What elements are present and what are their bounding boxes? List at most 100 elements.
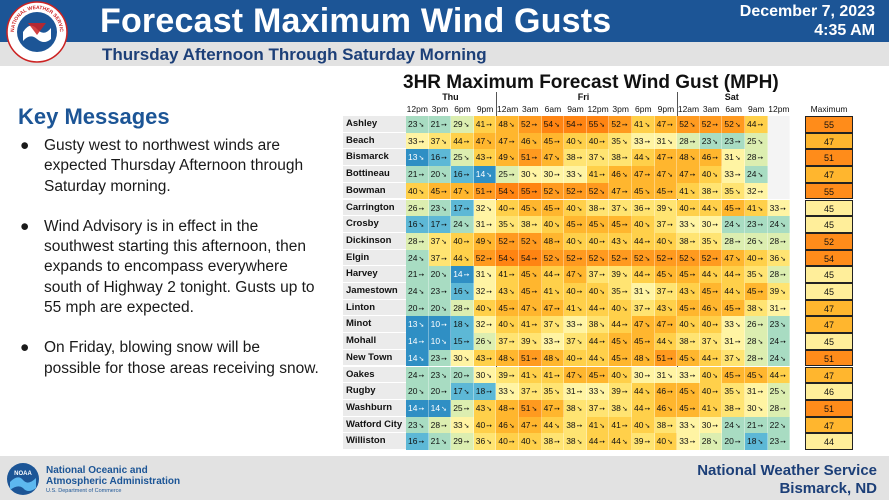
- maximum-cell: 47: [805, 416, 853, 434]
- key-message-item: ● Gusty west to northwest winds are expec…: [20, 136, 320, 197]
- gust-value: 51: [656, 352, 667, 363]
- bullet-icon: ●: [20, 217, 30, 235]
- gust-value: 48: [543, 352, 554, 363]
- gust-value: 44: [588, 352, 599, 363]
- key-messages-title: Key Messages: [18, 104, 170, 129]
- station-name: Bottineau: [343, 166, 406, 183]
- gust-value: 31: [475, 219, 486, 230]
- gust-value: 44: [747, 119, 757, 129]
- wind-direction-icon: ➙: [689, 272, 696, 280]
- gust-value: 40: [475, 419, 486, 430]
- wind-direction-icon: ➘: [757, 238, 764, 246]
- wind-direction-icon: ➙: [463, 439, 470, 447]
- wind-direction-icon: ➘: [418, 155, 425, 163]
- gust-value: 43: [475, 152, 486, 163]
- wind-direction-icon: ➙: [757, 222, 764, 230]
- wind-direction-icon: ➙: [734, 372, 741, 380]
- gust-value: 41: [634, 119, 644, 129]
- wind-direction-icon: ➘: [780, 289, 786, 296]
- gust-cell: 40➘: [564, 199, 587, 217]
- time-label: 6pm: [454, 104, 471, 114]
- gust-value: 20: [430, 269, 441, 280]
- gust-value: 30: [634, 369, 644, 380]
- maximum-cell: 51: [805, 399, 853, 417]
- gust-value: 17: [430, 219, 441, 230]
- gust-value: 30: [747, 402, 757, 413]
- gust-value: 40: [588, 135, 599, 146]
- wind-direction-icon: ➘: [621, 272, 628, 280]
- wind-direction-icon: ➙: [599, 172, 606, 180]
- wind-direction-icon: ➘: [780, 222, 786, 230]
- gust-value: 23: [430, 369, 441, 380]
- time-label: 12pm: [768, 104, 790, 114]
- gust-cell: 13➘: [406, 149, 429, 167]
- wind-direction-icon: ➙: [508, 405, 515, 413]
- gust-cell: 47➙: [654, 149, 678, 167]
- wind-direction-icon: ➘: [486, 138, 493, 146]
- wind-direction-icon: ➙: [599, 339, 606, 347]
- gust-value: 31: [475, 269, 486, 280]
- gust-cell: 33➙: [722, 166, 745, 183]
- wind-direction-icon: ➘: [554, 255, 560, 263]
- gust-value: 44: [588, 302, 599, 313]
- gust-cell: 44➙: [632, 399, 655, 417]
- wind-direction-icon: ➙: [441, 188, 447, 196]
- gust-cell: 41➙: [519, 316, 542, 334]
- gust-value: 52: [588, 252, 599, 263]
- gust-value: 45: [679, 386, 689, 397]
- wind-direction-icon: ➙: [734, 305, 741, 313]
- gust-value: 47: [656, 169, 667, 180]
- gust-cell: 43➙: [473, 149, 497, 167]
- wind-direction-icon: ➘: [463, 389, 470, 397]
- gust-value: 54: [498, 252, 508, 263]
- gust-value: 40: [588, 286, 599, 296]
- gust-value: 46: [611, 169, 621, 180]
- gust-cell: 23➙: [767, 433, 791, 450]
- wind-direction-icon: ➙: [712, 222, 719, 230]
- gust-value: 10: [430, 336, 441, 347]
- gust-cell: 18➙: [473, 383, 497, 400]
- gust-cell: 33➙: [677, 433, 700, 450]
- gust-value: 44: [588, 436, 599, 447]
- time-label: 6am: [544, 104, 562, 114]
- maximum-cell: 44: [805, 433, 853, 450]
- wind-direction-icon: ➘: [599, 155, 606, 163]
- gust-value: 26: [747, 235, 757, 246]
- wind-direction-icon: ➘: [757, 138, 764, 146]
- gust-value: 45: [634, 185, 644, 196]
- gust-cell: 51➘: [519, 399, 542, 417]
- gust-cell: 45➘: [519, 199, 542, 217]
- gust-value: 48: [634, 352, 644, 363]
- gust-cell: 30➘: [745, 399, 768, 417]
- gust-cell: 38➘: [745, 299, 768, 317]
- gust-value: 35: [498, 219, 508, 230]
- wind-direction-icon: ➙: [667, 255, 673, 263]
- bullet-icon: ●: [20, 137, 30, 154]
- gust-cell: 44➘: [699, 199, 723, 217]
- wind-direction-icon: ➙: [757, 322, 764, 330]
- gust-cell: 28➙: [745, 149, 768, 167]
- gust-value: 52: [498, 235, 508, 246]
- gust-cell: 40➙: [564, 283, 587, 300]
- gust-cell: 10➙: [428, 316, 452, 334]
- gust-value: 13: [408, 152, 418, 163]
- gust-cell: 40➙: [564, 349, 587, 367]
- gust-cell: 39➙: [496, 366, 519, 384]
- wind-direction-icon: ➙: [712, 122, 719, 129]
- wind-direction-icon: ➙: [689, 405, 696, 413]
- gust-cell: 52➘: [722, 116, 745, 133]
- gust-value: 20: [453, 369, 463, 380]
- wind-direction-icon: ➙: [418, 405, 425, 413]
- wind-direction-icon: ➙: [667, 289, 673, 296]
- gust-cell: 14➘: [428, 399, 452, 417]
- station-name: Oakes: [343, 366, 406, 384]
- gust-value: 39: [611, 269, 621, 280]
- noaa-name-line1: National Oceanic and: [46, 465, 148, 476]
- gust-value: 45: [724, 302, 734, 313]
- gust-value: 38: [611, 152, 621, 163]
- gust-value: 45: [611, 336, 621, 347]
- gust-cell: 39➙: [609, 383, 632, 400]
- gust-value: 44: [634, 235, 644, 246]
- gust-value: 48: [543, 235, 554, 246]
- gust-value: 33: [634, 135, 644, 146]
